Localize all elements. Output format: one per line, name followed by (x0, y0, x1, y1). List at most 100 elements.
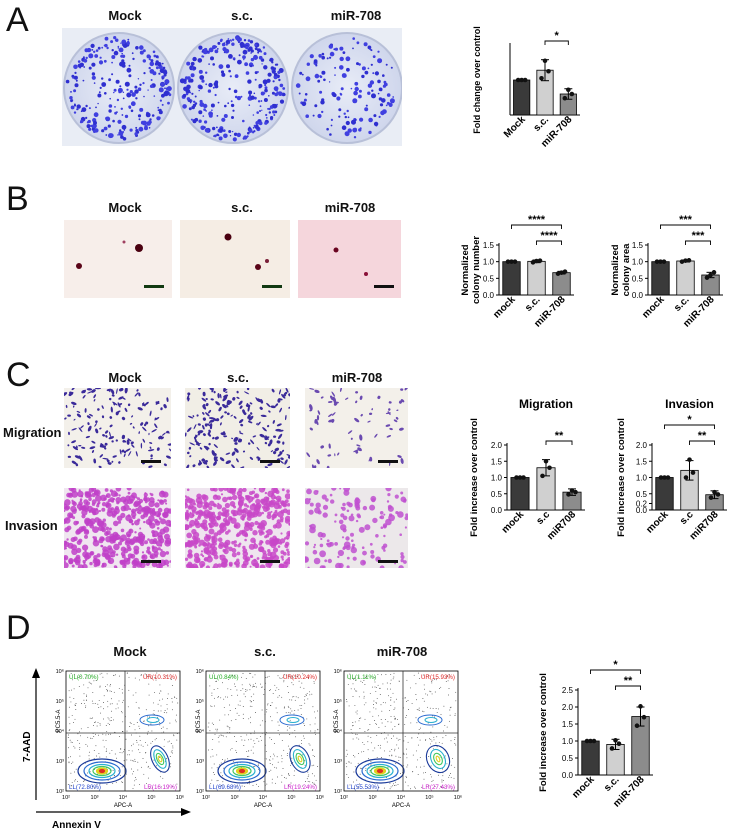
flow-event (375, 702, 377, 704)
flow-event (118, 687, 120, 689)
flow-event (445, 681, 447, 683)
flow-event (106, 688, 108, 690)
flow-event (113, 775, 115, 777)
flow-event (226, 725, 228, 727)
flow-event (432, 708, 434, 710)
flow-event (83, 693, 85, 695)
data-point (591, 738, 597, 744)
flow-event (150, 723, 152, 725)
flow-event (314, 756, 315, 758)
flow-event (389, 688, 391, 690)
flow-event (387, 688, 388, 690)
flow-event (294, 710, 296, 712)
y-tick-label: 0.0 (562, 771, 574, 780)
flow-x-tick: 10² (340, 795, 348, 801)
flow-event (369, 771, 371, 773)
flow-event (293, 770, 295, 772)
data-point (566, 492, 571, 497)
flow-event (415, 683, 417, 685)
flow-event (389, 709, 391, 711)
flow-event (284, 706, 285, 708)
flow-event (374, 677, 376, 679)
flow-event (390, 721, 392, 723)
flow-event (277, 761, 279, 763)
flow-event (225, 736, 227, 738)
flow-event (81, 703, 82, 704)
flow-event (208, 722, 210, 724)
flow-event (169, 756, 171, 757)
flow-event (371, 686, 373, 688)
flow-event (220, 762, 222, 764)
flow-event (214, 733, 216, 735)
flow-event (151, 787, 153, 789)
y-tick-label: 0.5 (562, 754, 574, 763)
flow-event (303, 687, 305, 689)
flow-event (254, 674, 256, 676)
flow-event (308, 677, 309, 679)
flow-event (99, 685, 101, 687)
flow-event (271, 720, 273, 722)
softagar-image-mir708 (298, 220, 401, 298)
flow-event (117, 770, 119, 772)
flow-event (106, 673, 108, 675)
flow-event (275, 707, 277, 709)
flow-event (303, 737, 305, 739)
flow-event (77, 677, 79, 679)
data-point (609, 746, 615, 751)
flow-event (281, 696, 283, 698)
flow-event (249, 705, 251, 707)
flow-event (248, 781, 250, 782)
flow-event (288, 712, 290, 714)
flow-event (112, 782, 114, 784)
flow-event (252, 676, 254, 678)
flow-contour (425, 744, 451, 774)
y-axis-label: Fold change over control (472, 26, 482, 134)
flow-contour (289, 745, 311, 773)
label-sc-a: s.c. (231, 8, 253, 23)
flow-event (167, 741, 169, 743)
flow-event (123, 751, 125, 753)
flow-event (374, 686, 376, 688)
flow-event (177, 702, 179, 704)
flow-event (78, 686, 80, 688)
y-tick-label: 1.0 (562, 737, 574, 746)
flow-event (367, 787, 369, 789)
flow-event (288, 784, 290, 786)
flow-event (119, 775, 121, 777)
flow-event (289, 699, 291, 701)
flow-event (231, 695, 233, 697)
flow-contour (433, 752, 443, 766)
flow-event (87, 736, 89, 738)
flow-contour (232, 765, 252, 777)
flow-event (440, 714, 442, 716)
y-axis-label: Fold increase over control (616, 418, 627, 537)
flow-event (369, 770, 371, 772)
flow-event (306, 692, 308, 694)
chart-c-migration: Migration 0.0 0.5 1.0 1.5 2.0 Fold increase ov… (469, 397, 585, 542)
flow-event (146, 733, 148, 735)
flow-event (118, 700, 120, 702)
flow-event (435, 708, 437, 709)
flow-event (127, 706, 129, 708)
flow-event (140, 674, 142, 676)
flow-event (250, 733, 252, 735)
flow-event (399, 773, 401, 774)
flow-event (374, 747, 376, 749)
flow-event (166, 703, 168, 705)
flow-event (132, 694, 134, 696)
flow-event (381, 722, 383, 724)
flow-event (170, 743, 172, 744)
flow-event (249, 700, 251, 702)
flow-event (235, 749, 237, 751)
flow-event (423, 772, 424, 774)
flow-x-tick: 10² (202, 795, 210, 801)
flow-event (365, 677, 367, 678)
flow-event (449, 709, 451, 711)
significance-bracket (590, 669, 641, 674)
flow-event (304, 699, 305, 701)
flow-event (74, 747, 76, 749)
y-tick-label: 1.5 (632, 241, 644, 250)
flow-event (74, 704, 76, 706)
flow-event (160, 705, 162, 707)
data-point (555, 271, 561, 276)
